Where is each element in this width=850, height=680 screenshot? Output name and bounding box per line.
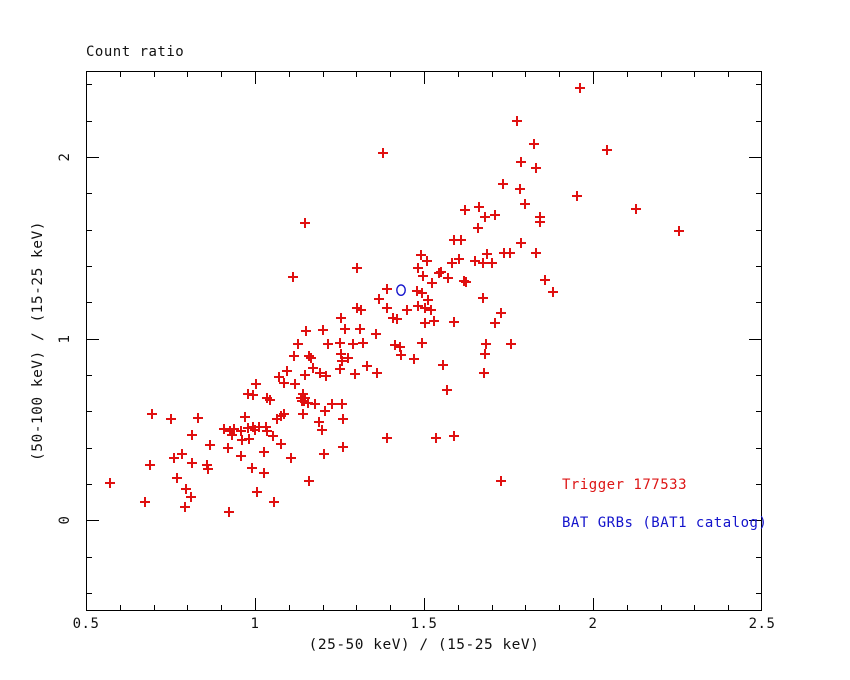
x-tick-label: 1.5 — [410, 616, 438, 632]
plot-area — [86, 71, 762, 611]
red-plus-markers — [105, 83, 684, 517]
legend-trigger-label: Trigger 177533 — [562, 477, 688, 493]
chart-title: Count ratio — [86, 44, 185, 60]
x-tick-label: 0.5 — [72, 616, 100, 632]
y-axis-label: (50-100 keV) / (15-25 keV) — [30, 221, 46, 461]
plot-canvas — [86, 71, 762, 611]
legend-catalog-label: BAT GRBs (BAT1 catalog) — [562, 515, 768, 531]
x-tick-label: 2.5 — [748, 616, 776, 632]
x-tick-label: 2 — [588, 616, 598, 632]
blue-circle-marker — [396, 284, 406, 297]
axis-ticks — [86, 71, 762, 611]
x-tick-label: 1 — [250, 616, 260, 632]
y-tick-label: 2 — [57, 152, 73, 162]
y-tick-label: 1 — [57, 334, 73, 344]
x-axis-label: (25-50 keV) / (15-25 keV) — [308, 637, 540, 653]
y-tick-label: 0 — [57, 515, 73, 525]
